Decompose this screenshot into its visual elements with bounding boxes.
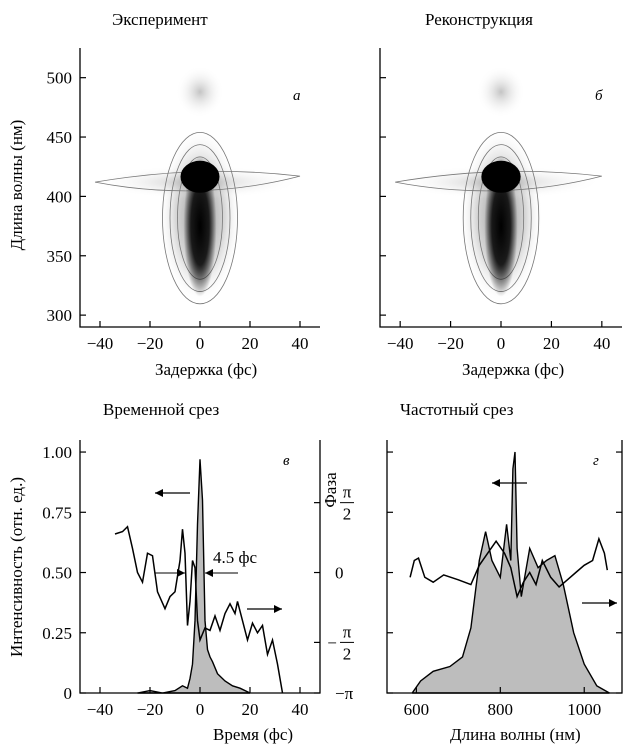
panel-b-y-ticks [380, 77, 386, 316]
panel-c-x-tick-label: 20 [242, 700, 259, 719]
panel-a-xlabel: Задержка (фс) [155, 360, 257, 379]
panel-c-label: в [283, 453, 290, 469]
panel-c-phase-ticks: π20−π2−π [314, 483, 354, 703]
panel-a-top-lobe [176, 65, 224, 119]
panel-c-y-tick-label: 0 [64, 684, 73, 703]
panel-a-y-tick-label: 300 [47, 306, 73, 325]
panel-a-x-tick-label: −20 [137, 334, 164, 353]
panel-c-x-tick-label: 0 [196, 700, 205, 719]
panel-b-x-tick-label: 0 [497, 334, 506, 353]
panel-a-y-tick-label: 400 [47, 187, 73, 206]
panel-b-xlabel: Задержка (фс) [462, 360, 564, 379]
panel-a-label: а [293, 88, 301, 104]
panel-c-y-tick-label: 1.00 [42, 443, 72, 462]
intensity-axis-arrowhead [155, 489, 163, 497]
panel-c-y-tick-label: 0.75 [42, 503, 72, 522]
panel-c-x-tick-label: −40 [87, 700, 114, 719]
panel-d-annotations [492, 479, 617, 607]
panel-c-phase-tick-sign: − [327, 633, 337, 652]
panel-a-axes [79, 48, 320, 328]
panel-d-x-tick-label: 1000 [567, 700, 601, 719]
phase-axis-arrowhead [609, 599, 617, 607]
panel-c-ylabel: Интенсивность (отн. ед.) [7, 477, 26, 657]
panel-c-intensity-curve [137, 459, 251, 694]
panel-c-ylabel-right: Фаза [321, 472, 340, 508]
panel-d-title: Частотный срез [400, 400, 514, 419]
fwhm-arrowhead-right [205, 569, 213, 577]
panel-a-y-ticks: 300 350 400 450 500 [47, 69, 86, 325]
panel-b-title: Реконструкция [425, 10, 533, 29]
fwhm-annotation: 4.5 фс [213, 548, 258, 567]
panel-c-phase-tick-num: π [343, 483, 352, 502]
panel-c-annotations: 4.5 фс [155, 489, 282, 613]
panel-b-wing-contour [395, 170, 602, 192]
panel-c-phase-tick-den: 2 [343, 644, 352, 663]
panel-a-contour [162, 131, 238, 305]
panel-b-x-ticks: −40 −20 0 20 40 [387, 321, 610, 353]
panel-b-heatmap [395, 65, 602, 305]
panel-c-title: Временной срез [103, 400, 220, 419]
panel-b-x-tick-label: 20 [543, 334, 560, 353]
panel-a-x-tick-label: −40 [87, 334, 114, 353]
intensity-axis-arrowhead [492, 479, 500, 487]
panel-d-spectral-slice: Частотный срез г 600 800 1000 Длина волны … [386, 400, 623, 744]
panel-b-x-tick-label: 40 [593, 334, 610, 353]
panel-c-x-tick-label: 40 [292, 700, 309, 719]
panel-a-x-tick-label: 0 [196, 334, 205, 353]
panel-d-x-tick-label: 800 [488, 700, 514, 719]
panel-a-y-tick-label: 500 [47, 69, 73, 88]
panel-c-y-tick-label: 0.25 [42, 624, 72, 643]
panel-c-phase-tick-label: 0 [335, 564, 344, 583]
panel-c-phase-tick-label: −π [335, 684, 354, 703]
panel-c-plot [114, 459, 284, 694]
panel-c-x-tick-label: −20 [137, 700, 164, 719]
panel-d-xlabel: Длина волны (нм) [450, 725, 581, 744]
panel-a-core-head [180, 160, 220, 193]
panel-c-phase-tick-num: π [343, 622, 352, 641]
panel-a-y-tick-label: 350 [47, 247, 73, 266]
panel-d-side-ticks [387, 451, 622, 694]
panel-a-x-tick-label: 40 [292, 334, 309, 353]
panel-c-y-ticks: 0 0.25 0.50 0.75 1.00 [42, 443, 86, 703]
panel-a-x-tick-label: 20 [242, 334, 259, 353]
panel-b-label: б [595, 88, 603, 104]
panel-a-wing-contour [94, 170, 301, 192]
panel-c-x-ticks: −40 −20 0 20 40 [87, 687, 309, 719]
panel-b-reconstruction: Реконструкция б −40 −20 0 20 40 Задержка (фс… [379, 10, 622, 379]
panel-d-label: г [593, 453, 599, 469]
panel-d-axes [386, 440, 623, 694]
panel-b-contour [462, 131, 540, 305]
panel-a-heatmap [94, 65, 301, 305]
panel-a-experiment: Эксперимент а −40 −20 0 20 40 300 350 400 450 50… [7, 10, 320, 379]
panel-b-x-tick-label: −40 [387, 334, 414, 353]
panel-c-y-tick-label: 0.50 [42, 564, 72, 583]
fwhm-arrowhead-left [177, 569, 185, 577]
panel-c-phase-tick-den: 2 [343, 505, 352, 524]
panel-a-ylabel: Длина волны (нм) [7, 120, 26, 251]
panel-a-title: Эксперимент [112, 10, 208, 29]
panel-d-x-ticks: 600 800 1000 [404, 687, 601, 719]
panel-a-y-tick-label: 450 [47, 128, 73, 147]
panel-c-temporal-slice: Временной срез в −40 −20 0 20 40 00.250.500.… [7, 400, 354, 744]
panel-d-phase-curve [409, 536, 609, 600]
panel-b-core-head [481, 160, 521, 193]
panel-b-top-lobe [476, 65, 526, 119]
phase-axis-arrowhead [274, 605, 282, 613]
panel-b-axes [379, 48, 622, 328]
panel-d-plot [409, 451, 610, 694]
panel-c-phase-curve [114, 525, 284, 694]
panel-b-x-tick-label: −20 [437, 334, 464, 353]
panel-c-xlabel: Время (фс) [213, 725, 293, 744]
panel-a-x-ticks: −40 −20 0 20 40 [87, 321, 309, 353]
panel-d-x-tick-label: 600 [404, 700, 430, 719]
panel-d-intensity-curve [411, 451, 610, 694]
